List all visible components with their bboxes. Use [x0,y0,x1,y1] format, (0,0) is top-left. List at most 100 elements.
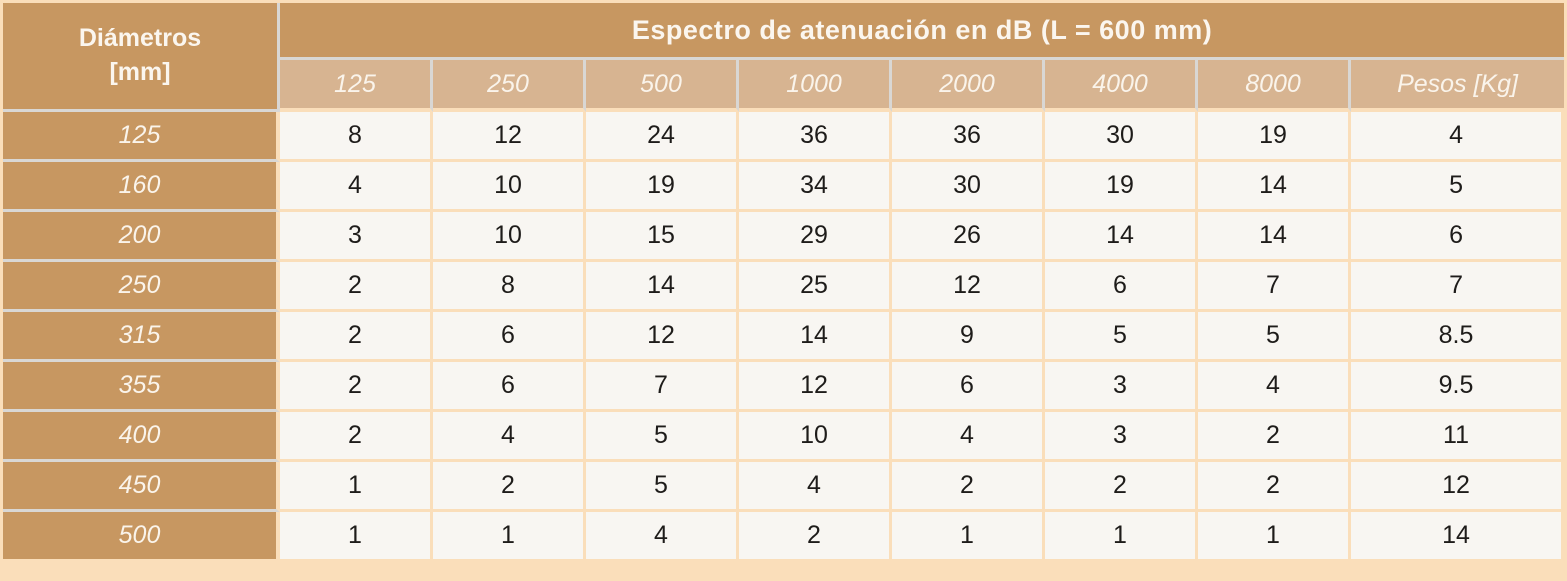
column-header-125: 125 [280,60,433,112]
row-header-315: 315 [3,312,280,362]
table-row-500: 500 1 1 4 2 1 1 1 14 [3,512,1565,562]
cell-200-1000: 29 [739,212,892,262]
cell-355-250: 6 [433,362,586,412]
cell-315-500: 12 [586,312,739,362]
table-row-450: 450 1 2 5 4 2 2 2 12 [3,462,1565,512]
cell-250-250: 8 [433,262,586,312]
cell-355-4000: 3 [1045,362,1198,412]
cell-400-125: 2 [280,412,433,462]
cell-500-125: 1 [280,512,433,562]
cell-160-2000: 30 [892,162,1045,212]
cell-125-500: 24 [586,112,739,162]
cell-160-8000: 14 [1198,162,1351,212]
cell-500-4000: 1 [1045,512,1198,562]
row-header-250: 250 [3,262,280,312]
cell-500-2000: 1 [892,512,1045,562]
cell-355-125: 2 [280,362,433,412]
cell-250-125: 2 [280,262,433,312]
column-header-4000: 4000 [1045,60,1198,112]
column-header-2000: 2000 [892,60,1045,112]
row-header-title-line2: [mm] [109,58,171,86]
cell-250-2000: 12 [892,262,1045,312]
cell-125-125: 8 [280,112,433,162]
cell-355-8000: 4 [1198,362,1351,412]
cell-400-4000: 3 [1045,412,1198,462]
row-header-title: Diámetros [mm] [3,3,280,112]
row-header-200: 200 [3,212,280,262]
row-header-500: 500 [3,512,280,562]
table-row-355: 355 2 6 7 12 6 3 4 9.5 [3,362,1565,412]
table-row-400: 400 2 4 5 10 4 3 2 11 [3,412,1565,462]
cell-355-2000: 6 [892,362,1045,412]
cell-450-pesos-kg-: 12 [1351,462,1565,512]
cell-125-8000: 19 [1198,112,1351,162]
cell-250-4000: 6 [1045,262,1198,312]
cell-315-pesos-kg-: 8.5 [1351,312,1565,362]
cell-450-8000: 2 [1198,462,1351,512]
cell-450-250: 2 [433,462,586,512]
table-title: Espectro de atenuación en dB (L = 600 mm… [280,3,1565,60]
cell-450-2000: 2 [892,462,1045,512]
cell-160-pesos-kg-: 5 [1351,162,1565,212]
cell-125-pesos-kg-: 4 [1351,112,1565,162]
row-header-355: 355 [3,362,280,412]
cell-200-8000: 14 [1198,212,1351,262]
row-header-450: 450 [3,462,280,512]
row-header-400: 400 [3,412,280,462]
cell-315-4000: 5 [1045,312,1198,362]
cell-315-125: 2 [280,312,433,362]
cell-500-pesos-kg-: 14 [1351,512,1565,562]
column-header-8000: 8000 [1198,60,1351,112]
table-row-160: 160 4 10 19 34 30 19 14 5 [3,162,1565,212]
title-row: Diámetros [mm] Espectro de atenuación en… [3,3,1565,112]
cell-400-8000: 2 [1198,412,1351,462]
row-header-125: 125 [3,112,280,162]
cell-450-500: 5 [586,462,739,512]
cell-450-4000: 2 [1045,462,1198,512]
table-row-125: 125 8 12 24 36 36 30 19 4 [3,112,1565,162]
cell-400-250: 4 [433,412,586,462]
cell-200-2000: 26 [892,212,1045,262]
cell-250-8000: 7 [1198,262,1351,312]
table-row-200: 200 3 10 15 29 26 14 14 6 [3,212,1565,262]
table-row-250: 250 2 8 14 25 12 6 7 7 [3,262,1565,312]
cell-200-125: 3 [280,212,433,262]
cell-500-250: 1 [433,512,586,562]
cell-355-1000: 12 [739,362,892,412]
cell-500-8000: 1 [1198,512,1351,562]
cell-250-pesos-kg-: 7 [1351,262,1565,312]
cell-160-250: 10 [433,162,586,212]
cell-125-4000: 30 [1045,112,1198,162]
cell-125-2000: 36 [892,112,1045,162]
cell-400-1000: 10 [739,412,892,462]
cell-400-500: 5 [586,412,739,462]
row-header-title-line1: Diámetros [78,24,202,53]
attenuation-table: Diámetros [mm] Espectro de atenuación en… [3,3,1565,562]
cell-315-2000: 9 [892,312,1045,362]
cell-400-2000: 4 [892,412,1045,462]
cell-125-250: 12 [433,112,586,162]
cell-200-4000: 14 [1045,212,1198,262]
table-body: 125 8 12 24 36 36 30 19 4 160 4 10 19 34 30 19 14 5 200 3 10… [3,112,1565,562]
column-header-250: 250 [433,60,586,112]
row-header-160: 160 [3,162,280,212]
cell-355-500: 7 [586,362,739,412]
cell-315-1000: 14 [739,312,892,362]
cell-160-4000: 19 [1045,162,1198,212]
cell-400-pesos-kg-: 11 [1351,412,1565,462]
cell-500-1000: 2 [739,512,892,562]
cell-125-1000: 36 [739,112,892,162]
column-header-pesos-kg-: Pesos [Kg] [1351,60,1565,112]
cell-450-125: 1 [280,462,433,512]
cell-355-pesos-kg-: 9.5 [1351,362,1565,412]
table-row-315: 315 2 6 12 14 9 5 5 8.5 [3,312,1565,362]
cell-450-1000: 4 [739,462,892,512]
cell-160-125: 4 [280,162,433,212]
cell-160-500: 19 [586,162,739,212]
cell-200-500: 15 [586,212,739,262]
cell-200-pesos-kg-: 6 [1351,212,1565,262]
cell-315-8000: 5 [1198,312,1351,362]
cell-500-500: 4 [586,512,739,562]
column-header-row: 125 250 500 1000 2000 4000 8000 Pesos [Kg] [3,60,1565,112]
